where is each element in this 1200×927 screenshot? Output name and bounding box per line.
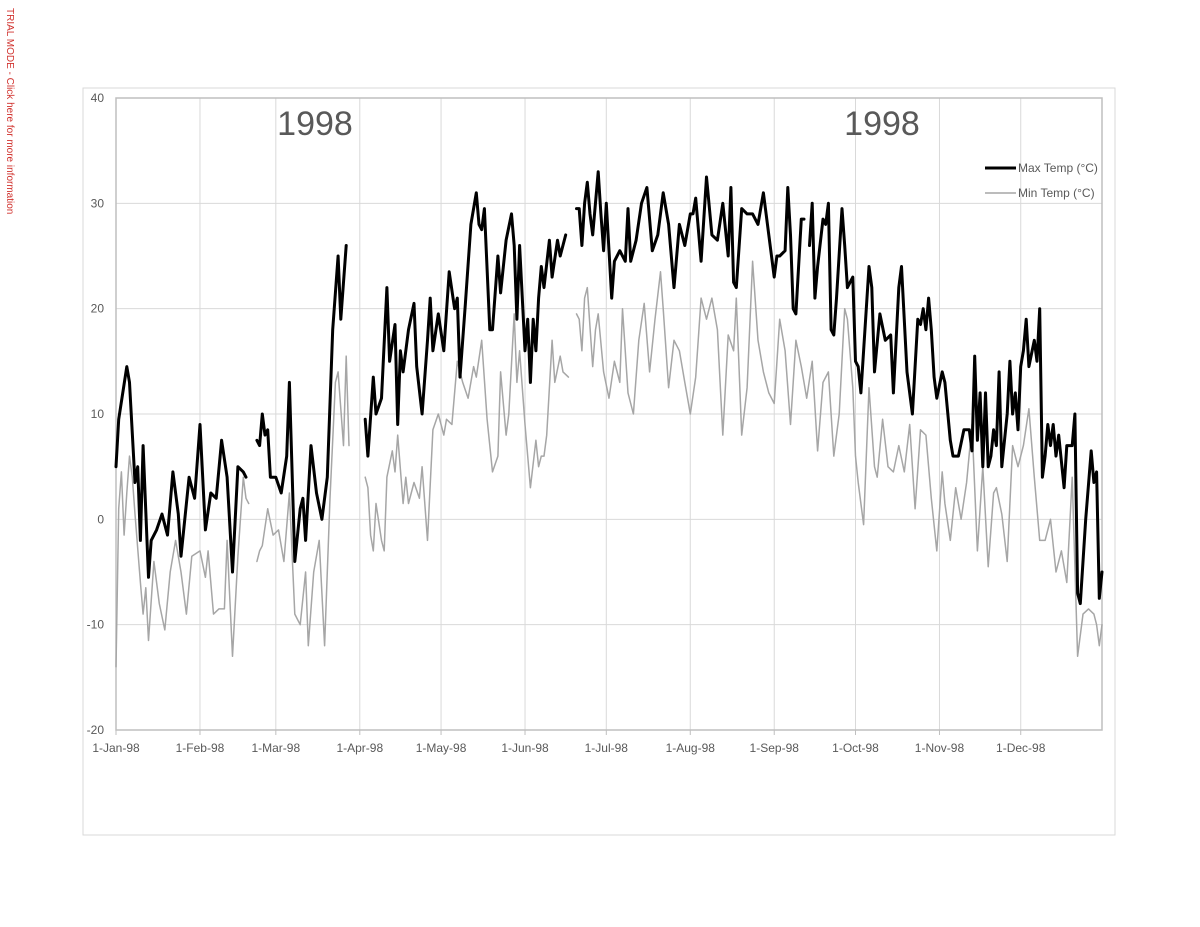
- y-axis-ticks: -20 -10 0 10 20 30 40: [87, 91, 105, 737]
- y-tick-label: -20: [87, 723, 105, 737]
- max-temp-line: [575, 170, 806, 316]
- x-tick-label: 1-Apr-98: [336, 741, 383, 755]
- trial-mode-text: TRIAL MODE - Click here for more informa…: [4, 8, 15, 214]
- y-tick-label: 40: [91, 91, 105, 105]
- x-tick-label: 1-Mar-98: [251, 741, 300, 755]
- max-temp-line: [114, 365, 248, 579]
- max-temp-line: [255, 244, 348, 563]
- y-tick-label: 30: [91, 196, 105, 210]
- min-temp-line: [575, 260, 1103, 658]
- y-tick-label: 10: [91, 407, 105, 421]
- chart-area: [82, 87, 1116, 836]
- y-tick-label: 0: [97, 512, 104, 526]
- x-tick-label: 1-Oct-98: [832, 741, 879, 755]
- max-temp-line: [363, 191, 568, 458]
- x-tick-label: 1-Aug-98: [666, 741, 716, 755]
- x-axis-ticks: 1-Jan-98 1-Feb-98 1-Mar-98 1-Apr-98 1-May-98…: [92, 730, 1046, 755]
- legend-label-max: Max Temp (°C): [1018, 161, 1098, 175]
- x-tick-label: 1-Nov-98: [915, 741, 965, 755]
- legend: Max Temp (°C) Min Temp (°C): [985, 161, 1098, 200]
- series: [114, 170, 1104, 668]
- x-tick-label: 1-Feb-98: [176, 741, 225, 755]
- legend-label-min: Min Temp (°C): [1018, 186, 1095, 200]
- x-tick-label: 1-Jun-98: [501, 741, 549, 755]
- y-tick-label: -10: [87, 618, 105, 632]
- plot-area: [115, 97, 1103, 731]
- y-tick-label: 20: [91, 302, 105, 316]
- max-temp-line: [808, 201, 1104, 606]
- x-tick-label: 1-Dec-98: [996, 741, 1046, 755]
- trial-mode-watermark[interactable]: TRIAL MODE - Click here for more informa…: [0, 0, 20, 240]
- trial-mode-svg: TRIAL MODE - Click here for more informa…: [4, 8, 15, 214]
- year-annotation-left: 1998: [277, 105, 353, 143]
- year-annotation-right: 1998: [844, 105, 920, 143]
- min-temp-line: [115, 455, 250, 668]
- min-temp-line: [256, 355, 350, 647]
- min-temp-line: [364, 313, 570, 552]
- x-tick-label: 1-May-98: [416, 741, 467, 755]
- x-tick-label: 1-Jan-98: [92, 741, 140, 755]
- x-tick-label: 1-Sep-98: [750, 741, 800, 755]
- x-tick-label: 1-Jul-98: [585, 741, 629, 755]
